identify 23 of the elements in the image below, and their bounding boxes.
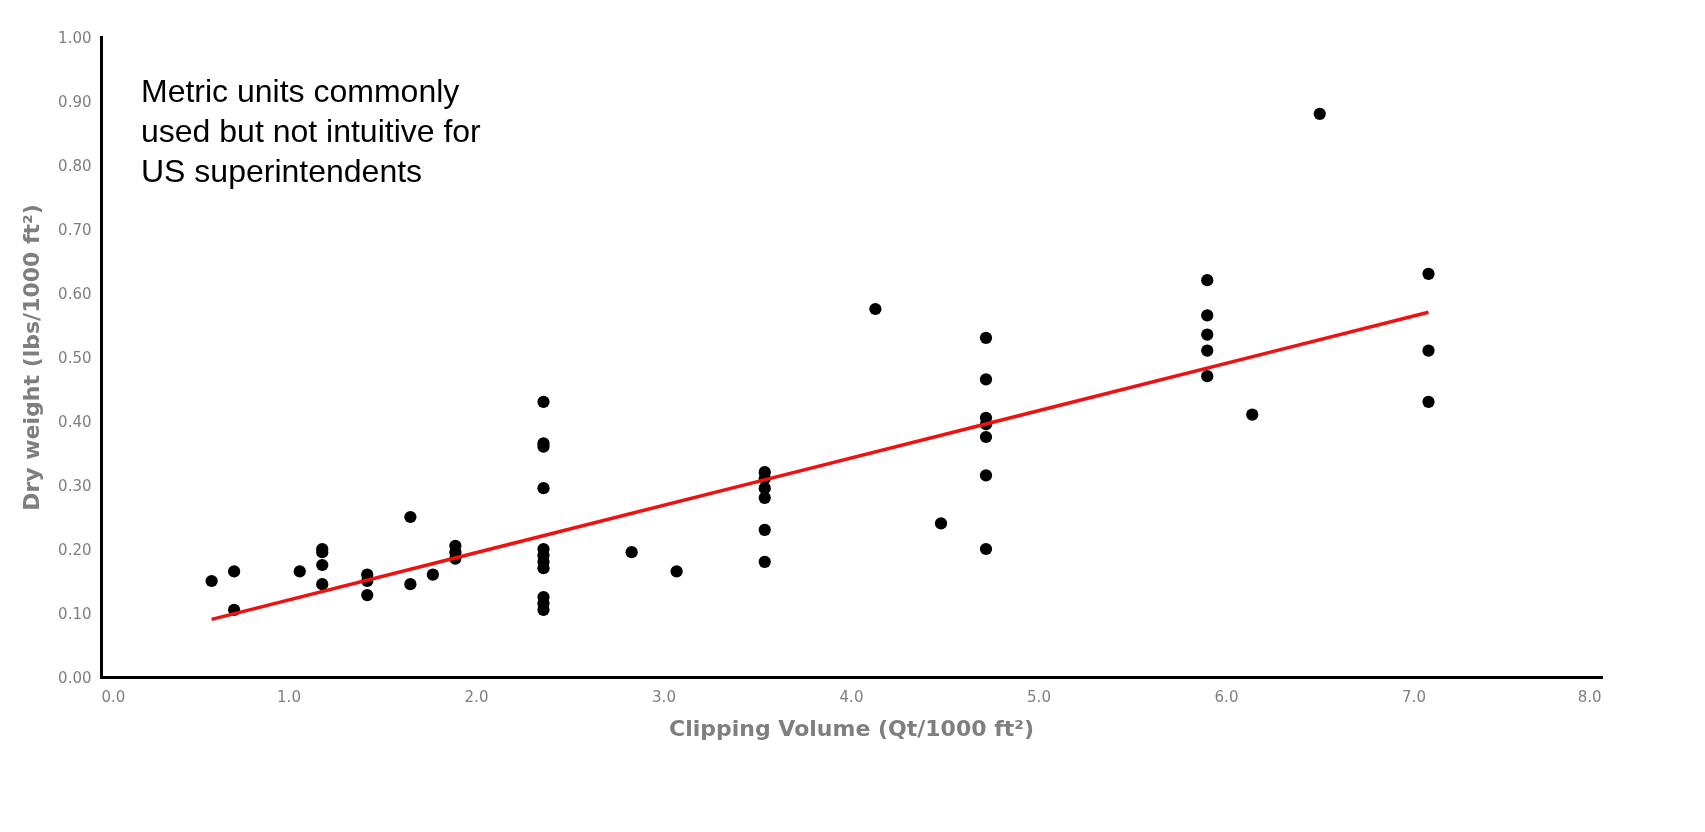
y-tick-label: 0.20	[58, 540, 92, 559]
annotation: Metric units commonly used but not intuitive for US superintendents	[141, 73, 482, 189]
x-tick-label: 1.0	[277, 687, 301, 706]
y-tick-label: 0.10	[58, 604, 92, 623]
y-tick-label: 0.40	[58, 412, 92, 431]
x-tick-label: 3.0	[652, 687, 676, 706]
x-tick-label: 5.0	[1027, 687, 1051, 706]
y-tick-label: 0.00	[58, 668, 92, 687]
x-tick-label: 8.0	[1577, 687, 1602, 706]
y-tick-label: 0.90	[58, 92, 92, 111]
x-tick-label: 4.0	[839, 687, 864, 706]
y-tick-label: 0.60	[58, 284, 92, 303]
x-tick-label: 6.0	[1214, 687, 1239, 706]
x-tick-label: 2.0	[464, 687, 489, 706]
x-axis-title: Clipping Volume (Qt/1000 ft²)	[669, 715, 1034, 741]
y-tick-label: 0.70	[58, 220, 92, 239]
y-axis-title: Dry weight (lbs/1000 ft²)	[19, 204, 45, 511]
x-tick-label: 0.0	[101, 687, 126, 706]
y-tick-label: 0.80	[58, 156, 92, 175]
y-tick-label: 1.00	[58, 28, 92, 47]
y-tick-label: 0.50	[58, 348, 92, 367]
y-tick-label: 0.30	[58, 476, 92, 495]
x-tick-label: 7.0	[1402, 687, 1426, 706]
